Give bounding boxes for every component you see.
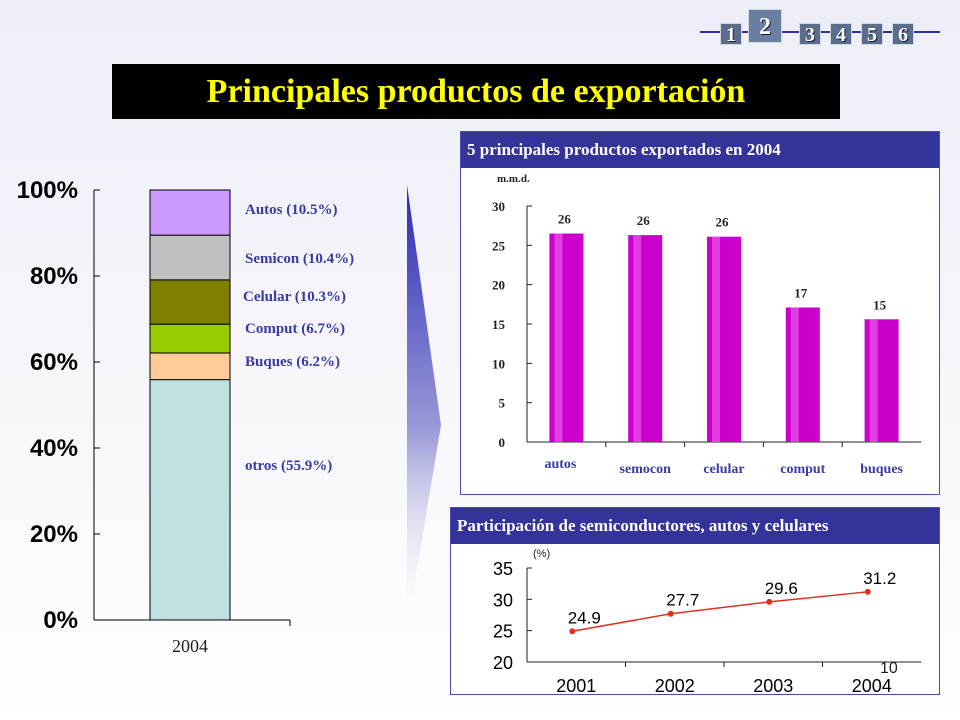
line-value-label: 24.9 (568, 608, 601, 627)
top-products-panel: 5 principales productos exportados en 20… (460, 131, 940, 495)
bar-chart-content: m.m.d. 0 5 10 15 20 25 30 26 autos 26 semocon 26 celu… (492, 173, 921, 477)
bar-highlight (633, 235, 642, 442)
nav-page-1[interactable]: 1 (720, 23, 742, 46)
nav-page-3[interactable]: 3 (799, 23, 821, 46)
bar-value-label: 26 (637, 213, 651, 228)
stacked-share-chart: 0% 20% 40% 60% 80% 100% otros (55.9%) Buques (… (17, 177, 355, 656)
stack-segment-label: otros (55.9%) (245, 458, 332, 474)
stack-segment-label: Buques (6.2%) (245, 354, 340, 370)
bar-value-label: 17 (794, 285, 808, 300)
line-value-label: 27.7 (666, 591, 699, 610)
y-tick-label: 30 (492, 199, 505, 214)
y-tick-label: 0% (43, 607, 78, 634)
page-title: Principales productos de exportación (112, 64, 840, 119)
line-value-label: 31.2 (863, 569, 896, 588)
top-products-panel-title: 5 principales productos exportados en 20… (461, 132, 939, 168)
y-tick-label: 0 (499, 435, 506, 450)
nav-page-5[interactable]: 5 (861, 23, 883, 46)
y-tick-label: 30 (493, 590, 513, 610)
line-value-label: 29.6 (765, 579, 798, 598)
stack-segment-label: Celular (10.3%) (243, 289, 346, 305)
x-category-label: autos (544, 457, 576, 472)
y-tick-label: 40% (30, 435, 78, 462)
arrow-chevron-icon (407, 185, 441, 630)
top-products-bar-chart: m.m.d. 0 5 10 15 20 25 30 26 autos 26 semocon 26 celu… (492, 173, 921, 477)
stack-segment-label: Comput (6.7%) (245, 321, 345, 337)
line-point-2003 (766, 598, 773, 605)
y-tick-label: 20 (492, 278, 505, 293)
stack-segment-0 (149, 379, 231, 621)
stack-segment-2 (149, 323, 231, 354)
share-trend-line (572, 591, 868, 633)
y-tick-label: 100% (17, 177, 78, 204)
nav-page-4[interactable]: 4 (830, 23, 852, 46)
y-tick-label: 60% (30, 349, 78, 376)
y-tick-label: 35 (493, 559, 513, 579)
share-trend-line-chart: (%) 20 25 30 35 24.9 2001 27.7 2002 29.6 2003 31.2 2… (493, 548, 921, 694)
y-tick-label: 80% (30, 263, 78, 290)
x-category-label: 2003 (753, 676, 793, 694)
share-trend-panel: Participación de semiconductores, autos … (450, 507, 940, 695)
y-tick-label: 25 (493, 622, 513, 642)
x-category-label: celular (703, 462, 744, 477)
bar-highlight (712, 236, 720, 442)
line-point-2001 (569, 628, 576, 635)
y-tick-label: 15 (492, 317, 506, 332)
bar-value-label: 15 (873, 297, 887, 312)
stacked-chart-labels: otros (55.9%) Buques (6.2%) Comput (6.7%) C… (172, 202, 354, 656)
nav-page-2[interactable]: 2 (748, 9, 782, 43)
stack-segment-4 (149, 234, 231, 281)
nav-page-6[interactable]: 6 (892, 23, 914, 46)
bar-highlight (869, 319, 878, 442)
y-tick-label: 10 (492, 356, 505, 371)
y-tick-label: 20% (30, 521, 78, 548)
x-category-label: 2002 (655, 676, 695, 694)
x-category-label: buques (860, 462, 903, 477)
x-category-label: semocon (620, 462, 672, 477)
line-chart-content: (%) 20 25 30 35 24.9 2001 27.7 2002 29.6 2003 31.2 2… (493, 548, 921, 694)
bar-value-label: 26 (716, 215, 730, 230)
bar-value-label: 26 (558, 212, 572, 227)
y-axis-unit: m.m.d. (497, 173, 530, 185)
stack-segment-1 (149, 352, 231, 381)
line-point-2004 (864, 588, 871, 595)
x-category-label: 2001 (556, 676, 596, 694)
bar-highlight (554, 233, 563, 442)
stack-segment-label: Autos (10.5%) (245, 202, 338, 218)
x-category-label: 2004 (852, 676, 892, 694)
line-point-2002 (667, 610, 674, 617)
stack-segment-label: Semicon (10.4%) (245, 251, 354, 267)
x-category-label: 2004 (172, 636, 208, 656)
y-axis-unit: (%) (533, 548, 550, 560)
x-category-label: comput (780, 462, 825, 477)
share-trend-panel-title: Participación de semiconductores, autos … (451, 508, 939, 544)
stacked-chart-segments (149, 189, 231, 621)
stack-segment-3 (149, 279, 231, 325)
y-tick-label: 20 (493, 653, 513, 673)
page-number: 10 (880, 660, 898, 677)
stack-segment-5 (149, 189, 231, 236)
bar-highlight (790, 307, 799, 442)
y-tick-label: 25 (492, 238, 506, 253)
y-tick-label: 5 (499, 396, 506, 411)
